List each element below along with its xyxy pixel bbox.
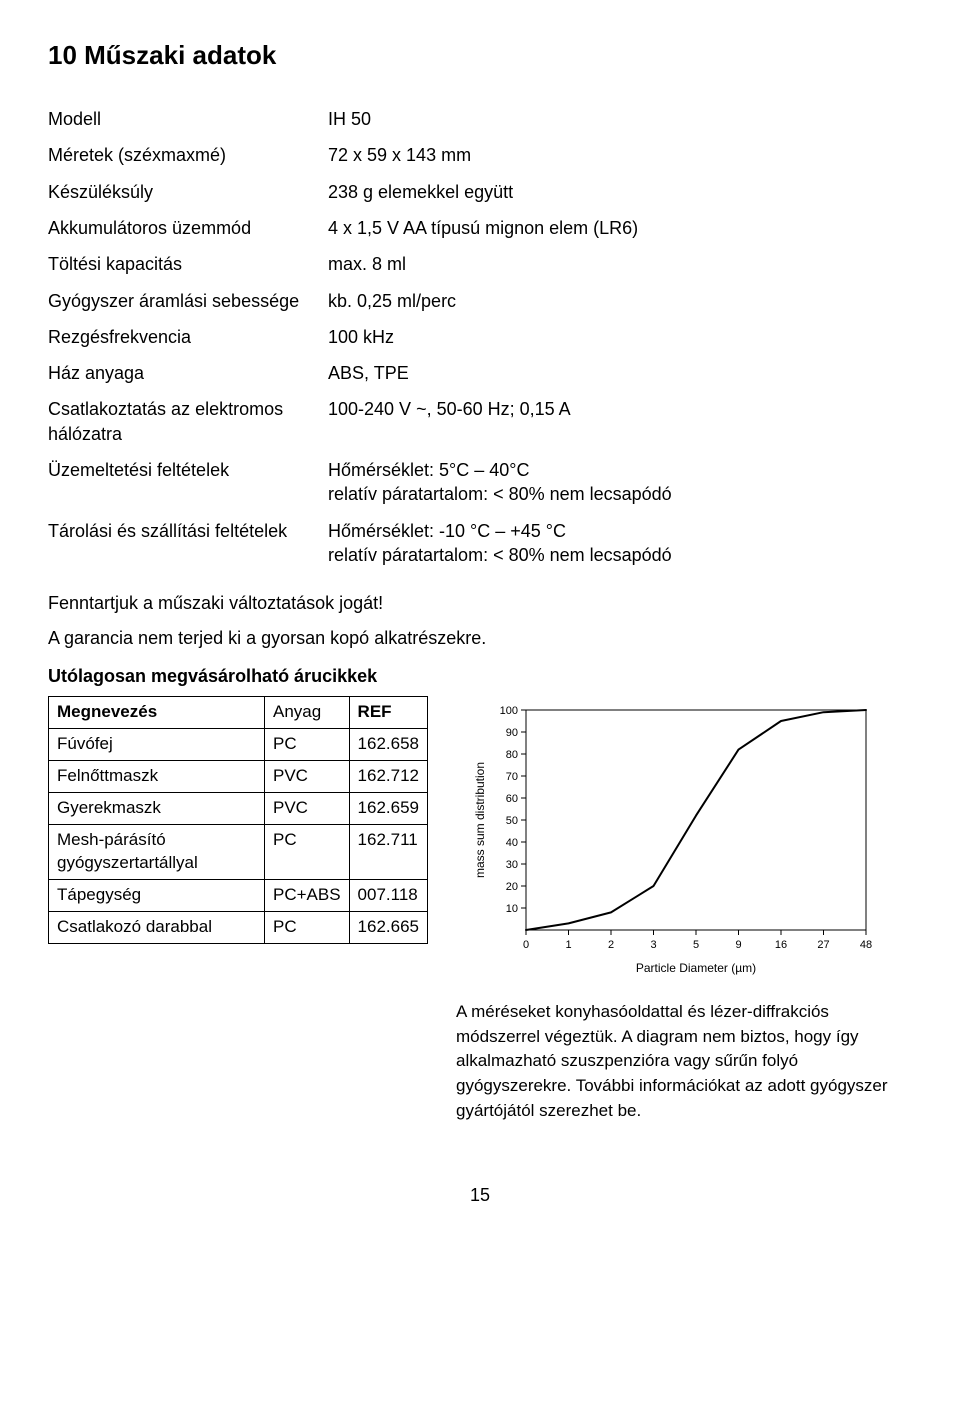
table-cell: Fúvófej [49,729,265,761]
svg-text:100: 100 [500,705,518,717]
table-row: FelnőttmaszkPVC162.712 [49,761,428,793]
table-row: GyerekmaszkPVC162.659 [49,792,428,824]
spec-label: Készüléksúly [48,180,328,204]
table-cell: Tápegység [49,879,265,911]
svg-text:50: 50 [506,815,518,827]
spec-row: Rezgésfrekvencia100 kHz [48,319,912,355]
spec-label: Akkumulátoros üzemmód [48,216,328,240]
table-header: Megnevezés [49,697,265,729]
after-specs: Fenntartjuk a műszaki változtatások jogá… [48,591,912,650]
table-row: Mesh-párásító gyógyszertartállyalPC162.7… [49,824,428,879]
spec-row: Csatlakoztatás az elektromos hálózatra10… [48,391,912,452]
parts-table: MegnevezésAnyagREFFúvófejPC162.658Felnőt… [48,696,428,944]
svg-text:9: 9 [735,939,741,951]
spec-row: Üzemeltetési feltételekHőmérséklet: 5°C … [48,452,912,513]
spec-value: Hőmérséklet: -10 °C – +45 °Crelatív pára… [328,519,912,568]
spec-row: ModellIH 50 [48,101,912,137]
spec-label: Üzemeltetési feltételek [48,458,328,482]
spec-row: Tárolási és szállítási feltételekHőmérsé… [48,513,912,574]
spec-value: 100-240 V ~, 50-60 Hz; 0,15 A [328,397,912,421]
svg-text:3: 3 [650,939,656,951]
svg-text:27: 27 [817,939,829,951]
body-text: Fenntartjuk a műszaki változtatások jogá… [48,591,912,615]
table-cell: Gyerekmaszk [49,792,265,824]
table-row: FúvófejPC162.658 [49,729,428,761]
svg-text:70: 70 [506,771,518,783]
table-cell: 162.711 [349,824,427,879]
spec-value: 100 kHz [328,325,912,349]
chart-note: A méréseket konyhasóoldattal és lézer-di… [456,1000,912,1123]
table-cell: PC+ABS [264,879,349,911]
svg-text:48: 48 [860,939,872,951]
spec-row: Töltési kapacitásmax. 8 ml [48,246,912,282]
spec-row: Készüléksúly238 g elemekkel együtt [48,174,912,210]
svg-text:10: 10 [506,903,518,915]
spec-table: ModellIH 50Méretek (széxmaxmé)72 x 59 x … [48,101,912,573]
table-cell: PC [264,729,349,761]
svg-text:20: 20 [506,881,518,893]
particle-chart: 10 20 30 40 50 60 70 80 90 100 0 1 2 3 5 9 16 27 48 Particl… [456,696,912,976]
spec-label: Modell [48,107,328,131]
table-cell: PVC [264,761,349,793]
spec-label: Rezgésfrekvencia [48,325,328,349]
table-row: Csatlakozó darabbalPC162.665 [49,911,428,943]
spec-value: 4 x 1,5 V AA típusú mignon elem (LR6) [328,216,912,240]
chart-svg: 10 20 30 40 50 60 70 80 90 100 0 1 2 3 5 9 16 27 48 Particl… [456,696,886,976]
table-cell: Csatlakozó darabbal [49,911,265,943]
svg-text:5: 5 [693,939,699,951]
spec-row: Akkumulátoros üzemmód4 x 1,5 V AA típusú… [48,210,912,246]
table-cell: Felnőttmaszk [49,761,265,793]
table-cell: 162.665 [349,911,427,943]
spec-value: Hőmérséklet: 5°C – 40°Crelatív páratarta… [328,458,912,507]
svg-text:2: 2 [608,939,614,951]
svg-text:16: 16 [775,939,787,951]
svg-text:30: 30 [506,859,518,871]
page-number: 15 [48,1183,912,1207]
spec-label: Méretek (széxmaxmé) [48,143,328,167]
svg-text:60: 60 [506,793,518,805]
spec-label: Töltési kapacitás [48,252,328,276]
table-cell: PVC [264,792,349,824]
spec-value: ABS, TPE [328,361,912,385]
svg-text:0: 0 [523,939,529,951]
spec-label: Tárolási és szállítási feltételek [48,519,328,543]
table-cell: 162.712 [349,761,427,793]
spec-value: kb. 0,25 ml/perc [328,289,912,313]
svg-text:40: 40 [506,837,518,849]
body-text: A garancia nem terjed ki a gyorsan kopó … [48,626,912,650]
spec-label: Gyógyszer áramlási sebessége [48,289,328,313]
svg-text:90: 90 [506,727,518,739]
table-header: Anyag [264,697,349,729]
svg-text:mass sum distribution: mass sum distribution [473,762,487,878]
spec-label: Csatlakoztatás az elektromos hálózatra [48,397,328,446]
table-cell: PC [264,824,349,879]
table-header: REF [349,697,427,729]
spec-row: Ház anyagaABS, TPE [48,355,912,391]
sub-heading: Utólagosan megvásárolható árucikkek [48,664,912,688]
table-row: TápegységPC+ABS007.118 [49,879,428,911]
spec-value: IH 50 [328,107,912,131]
spec-value: 238 g elemekkel együtt [328,180,912,204]
spec-row: Méretek (széxmaxmé)72 x 59 x 143 mm [48,137,912,173]
section-heading: 10 Műszaki adatok [48,38,912,73]
table-cell: Mesh-párásító gyógyszertartállyal [49,824,265,879]
table-cell: 162.658 [349,729,427,761]
svg-text:1: 1 [565,939,571,951]
svg-text:80: 80 [506,749,518,761]
spec-value: 72 x 59 x 143 mm [328,143,912,167]
spec-row: Gyógyszer áramlási sebességekb. 0,25 ml/… [48,283,912,319]
table-cell: PC [264,911,349,943]
svg-text:Particle Diameter (µm): Particle Diameter (µm) [636,961,756,975]
spec-label: Ház anyaga [48,361,328,385]
table-cell: 007.118 [349,879,427,911]
spec-value: max. 8 ml [328,252,912,276]
table-cell: 162.659 [349,792,427,824]
